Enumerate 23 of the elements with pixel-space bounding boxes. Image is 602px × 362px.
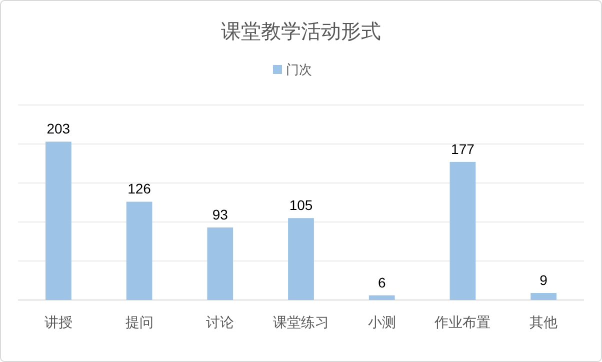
x-tick-label: 提问 xyxy=(125,314,154,330)
x-tick-label: 其他 xyxy=(530,314,558,330)
data-label: 105 xyxy=(289,197,313,214)
x-tick-label: 小测 xyxy=(368,314,396,330)
data-label: 126 xyxy=(128,180,152,197)
bar xyxy=(126,202,152,300)
x-tick-label: 作业布置 xyxy=(434,314,491,330)
chart-title: 课堂教学活动形式 xyxy=(221,21,381,43)
data-label: 9 xyxy=(540,272,548,288)
legend-label: 门次 xyxy=(286,62,312,77)
bar xyxy=(288,218,314,300)
bar xyxy=(45,142,72,300)
bar xyxy=(450,162,476,300)
x-tick-label: 讨论 xyxy=(206,314,234,330)
bar xyxy=(207,227,234,300)
x-tick-label: 课堂练习 xyxy=(273,314,329,330)
bar xyxy=(530,292,557,300)
data-label: 203 xyxy=(46,120,70,137)
x-tick-label: 讲授 xyxy=(44,314,72,330)
data-label: 93 xyxy=(212,206,228,222)
data-label: 6 xyxy=(378,274,386,290)
data-label: 177 xyxy=(451,140,475,157)
bar xyxy=(368,295,395,300)
